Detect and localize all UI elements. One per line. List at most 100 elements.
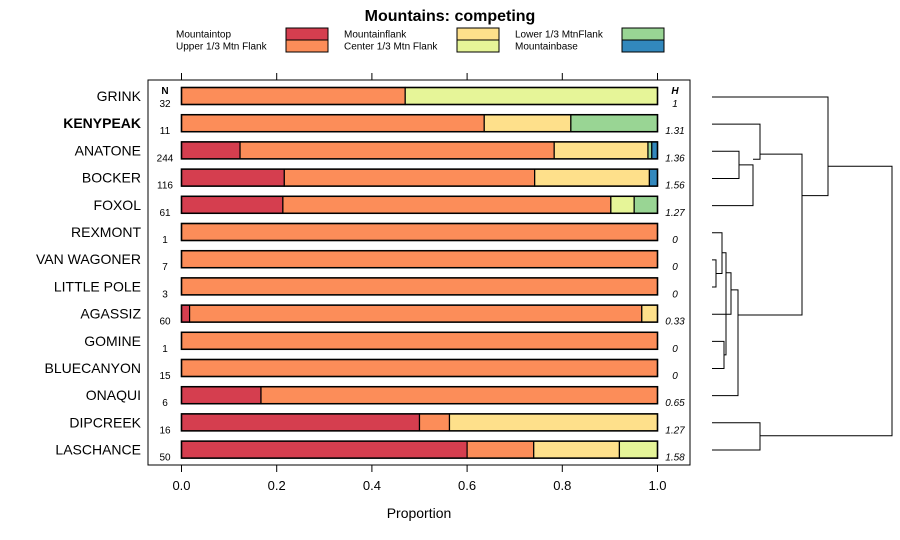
bar-outline <box>180 440 659 459</box>
bar-outline <box>180 358 659 378</box>
row-h-value: 1.31 <box>665 126 684 137</box>
bar-segment <box>633 195 659 214</box>
row-n-value: 3 <box>162 289 168 300</box>
row-n-value: 1 <box>162 235 168 246</box>
row-label: VAN WAGONER <box>36 251 141 267</box>
dendrogram-branch <box>760 165 893 437</box>
row-n-value: 32 <box>159 99 171 110</box>
legend-swatch <box>456 27 500 41</box>
legend-label: Mountainflank <box>344 30 407 41</box>
bar-segment <box>180 331 659 350</box>
legend-swatch <box>285 39 329 53</box>
x-tick-label: 0.6 <box>458 478 476 493</box>
row-h-value: 0 <box>672 371 678 382</box>
bar-segment <box>283 168 536 187</box>
bar-outline <box>180 385 659 405</box>
row-n-value: 16 <box>159 425 171 436</box>
dendrogram <box>712 96 893 451</box>
row-n-value: 61 <box>159 208 171 219</box>
bar-segment <box>188 304 643 323</box>
legend-label: Mountaintop <box>176 30 231 41</box>
bar-segment <box>260 386 659 405</box>
bar-segment <box>404 86 659 106</box>
bar-segment <box>553 141 649 160</box>
row-h-value: 1.27 <box>665 425 685 436</box>
bar-outline <box>180 413 659 432</box>
bar-segment <box>180 195 284 214</box>
row-label: GOMINE <box>84 333 141 349</box>
row-h-value: 1 <box>672 99 678 110</box>
dendrogram-branch <box>712 289 739 397</box>
dendrogram-branch <box>712 340 725 369</box>
row-n-value: 50 <box>159 453 171 464</box>
bar-segment <box>534 168 651 187</box>
x-axis: 0.0 0.2 0.4 0.6 0.8 1.0 <box>172 73 667 493</box>
h-column-header: H <box>671 86 679 97</box>
bar-outline <box>180 86 659 106</box>
x-tick-label: 0.2 <box>268 478 286 493</box>
row-n-value: 7 <box>162 262 168 273</box>
x-tick-label: 0.4 <box>363 478 381 493</box>
x-tick-label: 1.0 <box>648 478 666 493</box>
row-n-value: 1 <box>162 344 168 355</box>
row-n-value: 6 <box>162 398 168 409</box>
bar-segment <box>618 440 659 459</box>
bar-segment <box>610 195 635 214</box>
row-label: AGASSIZ <box>80 306 141 322</box>
x-tick-label: 0.0 <box>172 478 190 493</box>
legend-label: Lower 1/3 MtnFlank <box>515 30 604 41</box>
bar-segment <box>180 141 241 160</box>
row-label: ONAQUI <box>86 387 141 403</box>
row-n-value: 11 <box>160 126 171 137</box>
bar-segment <box>448 413 659 432</box>
bar-outline <box>180 304 659 323</box>
bar-segment <box>651 141 659 160</box>
bar-segment <box>180 114 485 133</box>
legend-swatch <box>621 27 665 41</box>
row-label: GRINK <box>97 88 142 104</box>
bar-outline <box>180 331 659 351</box>
dendrogram-branch <box>712 422 761 451</box>
row-h-value: 0 <box>672 235 678 246</box>
dendrogram-branch <box>712 259 717 288</box>
row-label: BOCKER <box>82 170 141 186</box>
row-label: KENYPEAK <box>63 115 141 131</box>
row-h-value: 0 <box>672 344 678 355</box>
dendrogram-branch <box>712 272 732 315</box>
bar-outline <box>180 113 659 133</box>
dendrogram-branch <box>722 252 727 356</box>
row-h-value: 0 <box>672 289 678 300</box>
bar-segment <box>648 168 659 187</box>
bar-outline <box>180 141 659 160</box>
dendrogram-branch <box>712 96 829 197</box>
dendrogram-branch <box>712 123 761 160</box>
bar-outline <box>180 277 659 296</box>
dendrogram-branch <box>712 232 723 274</box>
row-label: FOXOL <box>94 197 142 213</box>
legend-swatch <box>621 39 665 53</box>
row-h-value: 0 <box>672 262 678 273</box>
row-h-value: 1.56 <box>665 181 685 192</box>
row-label: LITTLE POLE <box>54 278 141 294</box>
bar-segment <box>533 440 621 459</box>
bar-outline <box>180 249 659 269</box>
row-label: ANATONE <box>75 142 141 158</box>
row-n-value: 244 <box>157 153 174 164</box>
x-tick-label: 0.8 <box>553 478 571 493</box>
row-h-value: 1.27 <box>665 208 685 219</box>
dendrogram-branch <box>738 153 803 316</box>
bar-segment <box>180 277 659 296</box>
legend-label: Center 1/3 Mtn Flank <box>344 42 438 53</box>
row-h-value: 1.58 <box>665 453 685 464</box>
dendrogram-branch <box>712 150 740 179</box>
legend-swatch <box>456 39 500 53</box>
bar-segment <box>418 413 451 432</box>
bar-outline <box>180 222 659 242</box>
n-column-header: N <box>161 86 168 97</box>
row-label: REXMONT <box>71 224 141 240</box>
bar-segment <box>180 358 659 378</box>
bar-outline <box>180 168 659 187</box>
row-h-value: 1.36 <box>665 153 685 164</box>
